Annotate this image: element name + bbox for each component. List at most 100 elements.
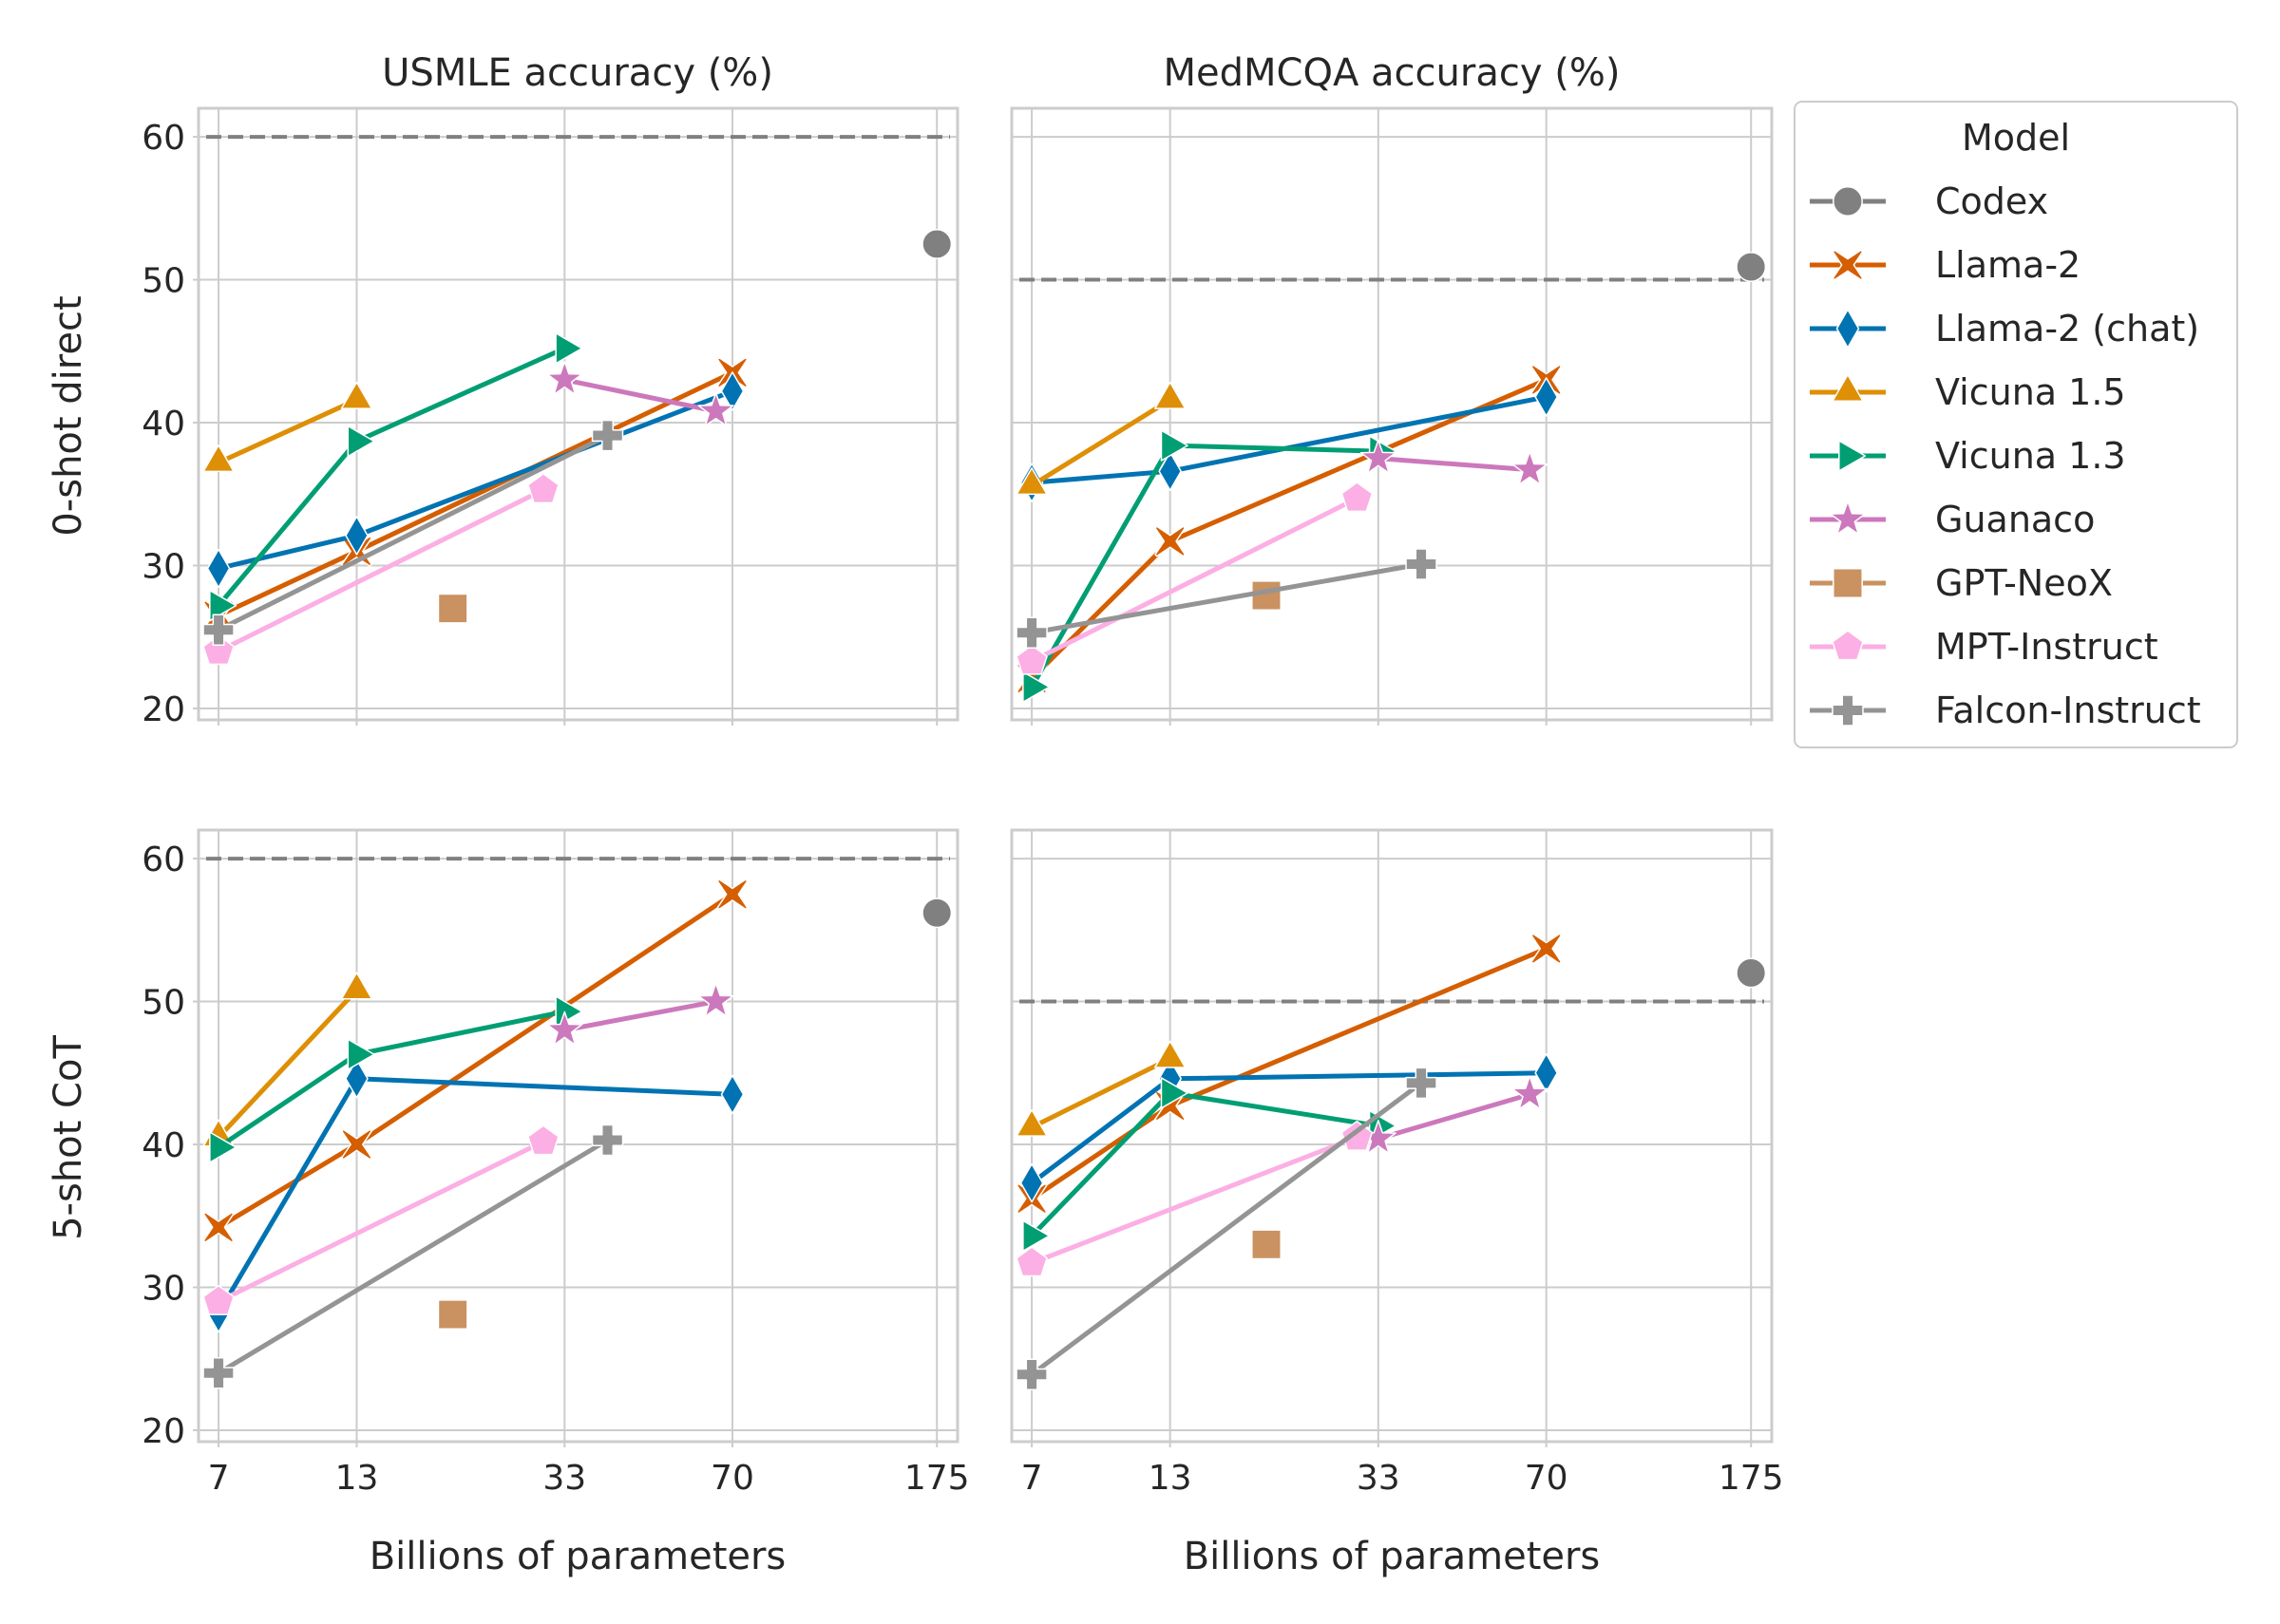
legend-marker-gpt-neox xyxy=(1833,568,1863,598)
panel-medmcqa-accuracy-5-shot-cot: 7 13 33 70 175 xyxy=(1010,828,1784,1498)
series-line-falcon-instruct xyxy=(1029,561,1424,635)
series-guanaco xyxy=(1359,439,1548,485)
series-vicuna-1-3 xyxy=(209,995,583,1163)
plot-area xyxy=(199,108,958,720)
series-vicuna-1-5 xyxy=(202,381,373,473)
data-point-vicuna-1-3 xyxy=(209,1131,238,1163)
x-tick-label: 175 xyxy=(1719,1459,1784,1498)
series-line-guanaco xyxy=(561,377,719,414)
data-point-mpt-instruct xyxy=(527,1124,560,1156)
series-guanaco xyxy=(546,982,734,1046)
data-point-vicuna-1-3 xyxy=(555,332,583,365)
legend-marker-llama-2 xyxy=(1832,249,1864,281)
series-mpt-instruct xyxy=(1016,1120,1374,1277)
panel-usmle-accuracy-5-shot-cot: 20 30 40 50 60 7 13 33 70 175 xyxy=(142,828,970,1498)
data-point-vicuna-1-3 xyxy=(1160,429,1188,462)
data-point-falcon-instruct xyxy=(202,1357,235,1389)
axes-frame xyxy=(197,106,960,722)
legend-item-vicuna-1-3: Vicuna 1.3 xyxy=(1810,435,2126,477)
legend-marker-vicuna-1-3 xyxy=(1838,440,1867,472)
data-point-vicuna-1-3 xyxy=(347,425,375,458)
series-codex xyxy=(1736,252,1767,282)
legend-marker-mpt-instruct xyxy=(1832,630,1864,661)
data-point-falcon-instruct xyxy=(591,1124,624,1157)
chart-panels: 20 30 40 50 60 20 30 40 50 60 7 13 33 70 175 7 13 33 70 175 xyxy=(142,106,1784,1498)
legend-item-gpt-neox: GPT-NeoX xyxy=(1810,562,2113,604)
data-point-llama-2-chat xyxy=(1534,1053,1558,1093)
legend-marker-falcon-instruct xyxy=(1832,694,1864,727)
series-line-guanaco xyxy=(561,999,719,1033)
legend-item-vicuna-1-5: Vicuna 1.5 xyxy=(1810,371,2126,413)
x-tick-label: 13 xyxy=(335,1459,379,1498)
series-guanaco xyxy=(1359,1075,1548,1155)
legend-label: MPT-Instruct xyxy=(1935,626,2158,668)
x-axis-label-right: Billions of parameters xyxy=(1184,1535,1601,1578)
series-mpt-instruct xyxy=(1016,482,1374,675)
series-line-falcon-instruct xyxy=(216,1138,611,1376)
series-falcon-instruct xyxy=(202,1124,624,1389)
data-point-llama-2-chat xyxy=(1158,451,1182,491)
data-point-llama-2 xyxy=(202,1211,235,1243)
legend-item-llama-2-chat: Llama-2 (chat) xyxy=(1810,308,2199,349)
series-line-falcon-instruct xyxy=(1029,1080,1424,1377)
data-point-llama-2 xyxy=(1154,525,1187,557)
legend-label: Llama-2 xyxy=(1935,244,2080,286)
axes-frame xyxy=(197,828,960,1444)
data-point-falcon-instruct xyxy=(202,614,235,646)
axes-frame xyxy=(1010,106,1774,722)
x-tick-label: 33 xyxy=(542,1459,586,1498)
series-line-guanaco xyxy=(1376,456,1532,473)
series-line-vicuna-1-5 xyxy=(1029,1056,1173,1130)
row-label-5-shot-cot: 5-shot CoT xyxy=(47,1035,90,1240)
data-point-mpt-instruct xyxy=(202,1284,235,1315)
column-title-usmle: USMLE accuracy (%) xyxy=(382,51,773,95)
data-point-guanaco xyxy=(1359,439,1396,474)
data-point-llama-2-chat xyxy=(720,1074,745,1115)
series-vicuna-1-5 xyxy=(1016,381,1187,496)
data-point-mpt-instruct xyxy=(1340,1120,1374,1151)
series-line-vicuna-1-5 xyxy=(216,988,359,1140)
y-tick-label: 30 xyxy=(142,1269,185,1308)
data-point-vicuna-1-3 xyxy=(209,589,238,622)
y-tick-label: 40 xyxy=(142,405,185,444)
x-tick-label: 13 xyxy=(1149,1459,1192,1498)
row-label-0-shot-direct: 0-shot direct xyxy=(47,295,90,536)
data-point-mpt-instruct xyxy=(1340,482,1374,513)
data-point-guanaco xyxy=(697,982,734,1017)
legend-marker-guanaco xyxy=(1829,500,1867,536)
panel-medmcqa-accuracy-0-shot-direct xyxy=(1010,106,1774,726)
legend-marker-vicuna-1-5 xyxy=(1832,373,1864,402)
legend: Model Codex Llama-2 Llama-2 (chat) Vicuna 1… xyxy=(1794,101,2238,748)
x-tick-label: 70 xyxy=(1525,1459,1568,1498)
series-codex xyxy=(922,897,953,929)
data-point-gpt-neox xyxy=(1251,1229,1282,1260)
series-line-falcon-instruct xyxy=(216,433,611,633)
legend-label: Vicuna 1.5 xyxy=(1935,371,2126,413)
data-point-vicuna-1-5 xyxy=(340,972,373,1000)
y-tick-label: 30 xyxy=(142,547,185,586)
data-point-vicuna-1-5 xyxy=(1016,467,1048,496)
legend-label: Codex xyxy=(1935,180,2048,222)
series-vicuna-1-5 xyxy=(1016,1040,1187,1137)
plot-area xyxy=(199,830,958,1442)
legend-item-llama-2: Llama-2 xyxy=(1810,244,2080,286)
data-point-llama-2-chat xyxy=(345,1059,369,1099)
legend-item-codex: Codex xyxy=(1810,180,2048,222)
legend-marker-llama-2-chat xyxy=(1835,309,1860,349)
data-point-falcon-instruct xyxy=(1016,1358,1048,1391)
x-axis-label-left: Billions of parameters xyxy=(370,1535,787,1578)
legend-label: Falcon-Instruct xyxy=(1935,689,2201,731)
data-point-vicuna-1-5 xyxy=(202,444,235,473)
data-point-llama-2 xyxy=(1530,933,1563,965)
series-line-vicuna-1-5 xyxy=(216,397,359,465)
legend-label: GPT-NeoX xyxy=(1935,562,2113,604)
series-vicuna-1-3 xyxy=(209,332,583,622)
y-tick-label: 60 xyxy=(142,840,185,879)
data-point-vicuna-1-3 xyxy=(1022,1219,1051,1253)
legend-item-falcon-instruct: Falcon-Instruct xyxy=(1810,689,2201,731)
legend-item-guanaco: Guanaco xyxy=(1810,499,2095,540)
data-point-guanaco xyxy=(697,392,734,427)
y-tick-label: 50 xyxy=(142,262,185,301)
series-guanaco xyxy=(546,360,734,427)
